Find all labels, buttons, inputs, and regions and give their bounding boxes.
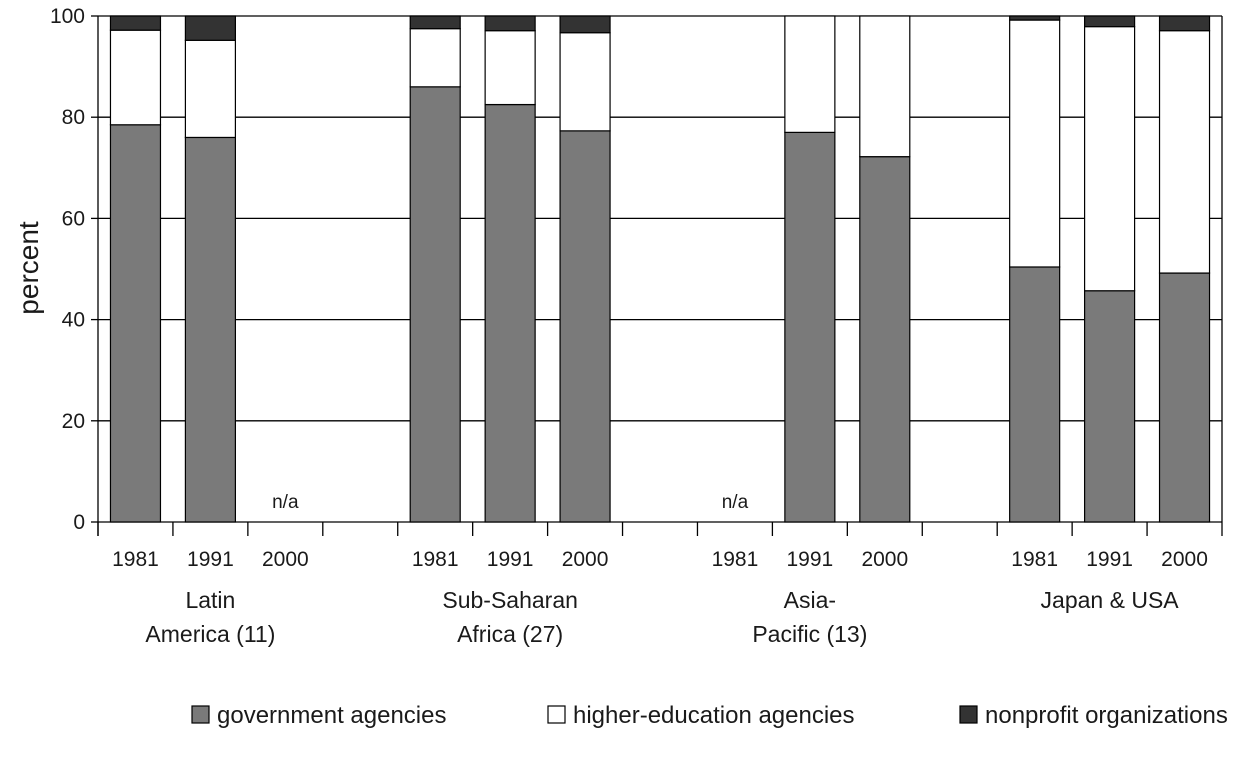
x-year-label: 2000: [1161, 548, 1208, 571]
legend-swatch: [547, 705, 566, 724]
bar-segment-government: [784, 131, 836, 523]
legend-label: nonprofit organizations: [985, 702, 1228, 729]
bar-segment-nonprofit: [1083, 15, 1136, 28]
y-tick-label: 0: [73, 511, 85, 534]
bar-segment-nonprofit: [409, 15, 461, 30]
x-year-label: 1981: [112, 548, 159, 571]
bar-segment-higher-education: [784, 15, 836, 133]
bar-segment-nonprofit: [184, 15, 236, 41]
x-year-label: 1981: [412, 548, 459, 571]
missing-data-label: n/a: [722, 492, 749, 513]
legend: government agencies higher-education agen…: [191, 702, 1228, 729]
x-year-label: 2000: [262, 548, 309, 571]
x-year-label: 1991: [1086, 548, 1133, 571]
x-group-label: Japan & USA: [1041, 587, 1180, 613]
x-year-label: 1981: [712, 548, 759, 571]
x-year-label: 1991: [487, 548, 534, 571]
bar-segment-nonprofit: [1009, 15, 1061, 21]
y-axis-label: percent: [13, 221, 44, 315]
legend-swatch: [191, 705, 210, 724]
y-tick-label: 40: [62, 309, 85, 332]
bar-segment-higher-education: [1083, 26, 1136, 292]
bar-segment-government: [1083, 290, 1136, 523]
bar-segment-nonprofit: [484, 15, 536, 32]
x-group-label: America (11): [145, 621, 275, 647]
x-year-label: 2000: [562, 548, 609, 571]
missing-data-label: n/a: [272, 492, 299, 513]
x-year-label: 1981: [1011, 548, 1058, 571]
bar-segment-government: [859, 156, 911, 523]
bar-segment-government: [1009, 266, 1061, 523]
bar-segment-government: [484, 103, 536, 523]
plot-frame: [97, 16, 1223, 536]
bar-segment-government: [109, 124, 162, 523]
x-group-label: Africa (27): [457, 621, 563, 647]
legend-swatch: [959, 705, 978, 724]
x-group-label: Latin: [185, 587, 235, 613]
bar-segment-nonprofit: [559, 15, 611, 34]
y-tick-label: 80: [62, 106, 85, 129]
x-axis-year-labels: 1981 1991 2000 1981 1991 2000 1981 1991 2000 1981…: [112, 548, 1208, 571]
y-tick-label: 20: [62, 410, 85, 433]
bars: n/a n/a: [109, 15, 1211, 523]
y-tick-label: 60: [62, 207, 85, 230]
y-tick-label: 100: [50, 5, 85, 28]
x-year-label: 1991: [187, 548, 234, 571]
bar-segment-government: [559, 130, 611, 523]
x-axis-group-labels: Latin America (11) Sub-Saharan Africa (27) A…: [145, 587, 1179, 647]
x-year-label: 1991: [787, 548, 834, 571]
bar-segment-nonprofit: [109, 15, 162, 31]
y-axis-ticks: 0 20 40 60 80 100: [50, 5, 98, 534]
x-year-label: 2000: [861, 548, 908, 571]
legend-label: government agencies: [217, 702, 446, 729]
bar-segment-higher-education: [409, 28, 461, 88]
bar-segment-higher-education: [1009, 19, 1061, 268]
legend-label: higher-education agencies: [573, 702, 855, 729]
x-group-label: Asia-: [784, 587, 836, 613]
bar-segment-higher-education: [559, 32, 611, 132]
bar-segment-higher-education: [109, 29, 162, 126]
bar-segment-government: [184, 136, 236, 523]
bar-segment-higher-education: [859, 15, 911, 158]
x-group-label: Pacific (13): [752, 621, 867, 647]
x-group-label: Sub-Saharan: [442, 587, 578, 613]
bar-segment-nonprofit: [1158, 15, 1211, 32]
bar-segment-government: [1158, 272, 1211, 523]
bar-segment-government: [409, 86, 461, 523]
bar-segment-higher-education: [184, 39, 236, 139]
bar-segment-higher-education: [484, 30, 536, 106]
bar-segment-higher-education: [1158, 30, 1211, 274]
